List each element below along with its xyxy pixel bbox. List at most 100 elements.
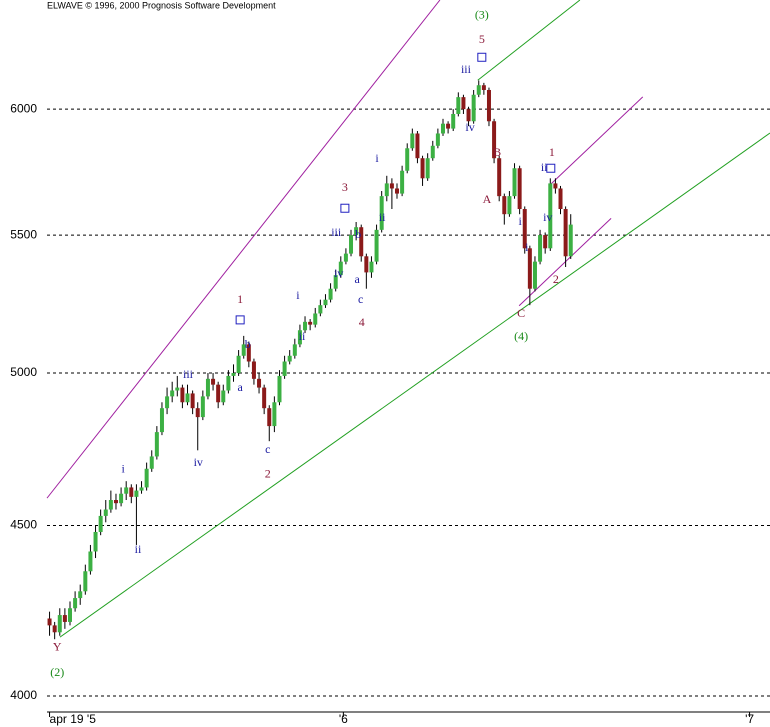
candle-body: [185, 393, 190, 403]
candle-body: [205, 378, 210, 397]
wave-label: (3): [475, 7, 489, 21]
candle-body: [149, 456, 154, 469]
candle-body: [527, 248, 532, 289]
candle-body: [507, 196, 512, 215]
candle-body: [277, 375, 282, 403]
candle-body: [466, 109, 471, 122]
candle-body: [211, 378, 216, 385]
candle-body: [318, 305, 323, 314]
wave-label: c: [265, 442, 270, 456]
y-tick-label: 5000: [10, 365, 37, 379]
candle-body: [272, 402, 277, 427]
candle-body: [497, 158, 502, 197]
candle-body: [297, 330, 302, 345]
candle-body: [119, 493, 124, 504]
candle-body: [502, 196, 507, 215]
candle-body: [83, 571, 88, 592]
trend-line: [518, 217, 612, 307]
wave-label: iii: [183, 367, 194, 381]
candle-body: [78, 591, 83, 599]
wave-label: iv: [194, 455, 203, 469]
candle-body: [282, 361, 287, 376]
chart-title: ELWAVE © 1996, 2000 Prognosis Software D…: [47, 0, 276, 10]
candle-body: [486, 89, 491, 122]
wave-label: ii: [135, 542, 142, 556]
wave-label: 4: [359, 315, 365, 329]
candle-body: [328, 288, 333, 300]
candle-body: [379, 196, 384, 230]
candle-body: [364, 256, 369, 273]
candle-body: [476, 85, 481, 95]
candle-body: [420, 158, 425, 179]
wave-label: 3: [342, 180, 348, 194]
candle-body: [267, 408, 272, 427]
candle-body: [333, 275, 338, 289]
candle-body: [154, 432, 159, 457]
candle-body: [165, 396, 170, 409]
candle-body: [180, 387, 185, 403]
candle-body: [512, 168, 517, 197]
x-tick-label: '6: [339, 712, 348, 726]
wave-box: [235, 315, 245, 325]
candle-body: [338, 261, 343, 276]
candle-body: [354, 227, 359, 236]
candle-body: [389, 183, 394, 189]
candle-body: [384, 183, 389, 197]
candle-body: [62, 615, 67, 622]
wave-label: (4): [514, 329, 528, 343]
candle-body: [103, 509, 108, 516]
candle-body: [395, 188, 400, 194]
candle-body: [517, 168, 522, 210]
candle-body: [251, 361, 256, 379]
candle-body: [144, 468, 149, 488]
candle-body: [522, 209, 527, 249]
candle-body: [129, 487, 134, 497]
candle-body: [543, 235, 548, 249]
candle-body: [108, 500, 113, 510]
candle-body: [134, 490, 139, 497]
y-tick-label: 5500: [10, 227, 37, 241]
candle-body: [67, 608, 72, 622]
wave-label: C: [517, 306, 525, 320]
candle-body: [349, 235, 354, 254]
candle-body: [246, 344, 251, 362]
wave-label: iv: [334, 266, 343, 280]
candle-body: [400, 170, 405, 194]
wave-box: [340, 203, 350, 213]
candle-body: [435, 133, 440, 146]
candle-body: [190, 393, 195, 409]
wave-label: Y: [53, 640, 62, 654]
candle-body: [415, 133, 420, 159]
candle-body: [200, 396, 205, 418]
candle-body: [88, 551, 93, 572]
trend-line: [477, 0, 581, 81]
candle-body: [73, 598, 78, 609]
candle-body: [241, 344, 246, 356]
candle-body: [221, 390, 226, 403]
candle-body: [159, 408, 164, 433]
candle-body: [303, 321, 308, 331]
candle-body: [262, 387, 267, 409]
candle-body: [98, 515, 103, 532]
candle-body: [410, 133, 415, 149]
y-tick-label: 6000: [10, 101, 37, 115]
y-tick-label: 4000: [10, 688, 37, 702]
candle-body: [175, 387, 180, 391]
x-tick-label: apr 19 '5: [50, 712, 97, 726]
candle-body: [461, 97, 466, 110]
wave-label: i: [375, 151, 379, 165]
candle-body: [553, 183, 558, 189]
wave-label: b: [245, 337, 251, 351]
candle-body: [57, 615, 62, 633]
candle-body: [257, 378, 262, 388]
candle-body: [471, 94, 476, 122]
wave-label: c: [358, 292, 363, 306]
candle-body: [170, 390, 175, 397]
candle-body: [451, 113, 456, 129]
candle-body: [287, 355, 292, 362]
candle-body: [532, 261, 537, 289]
candle-body: [425, 158, 430, 179]
candle-body: [563, 209, 568, 257]
candle-body: [446, 123, 451, 129]
